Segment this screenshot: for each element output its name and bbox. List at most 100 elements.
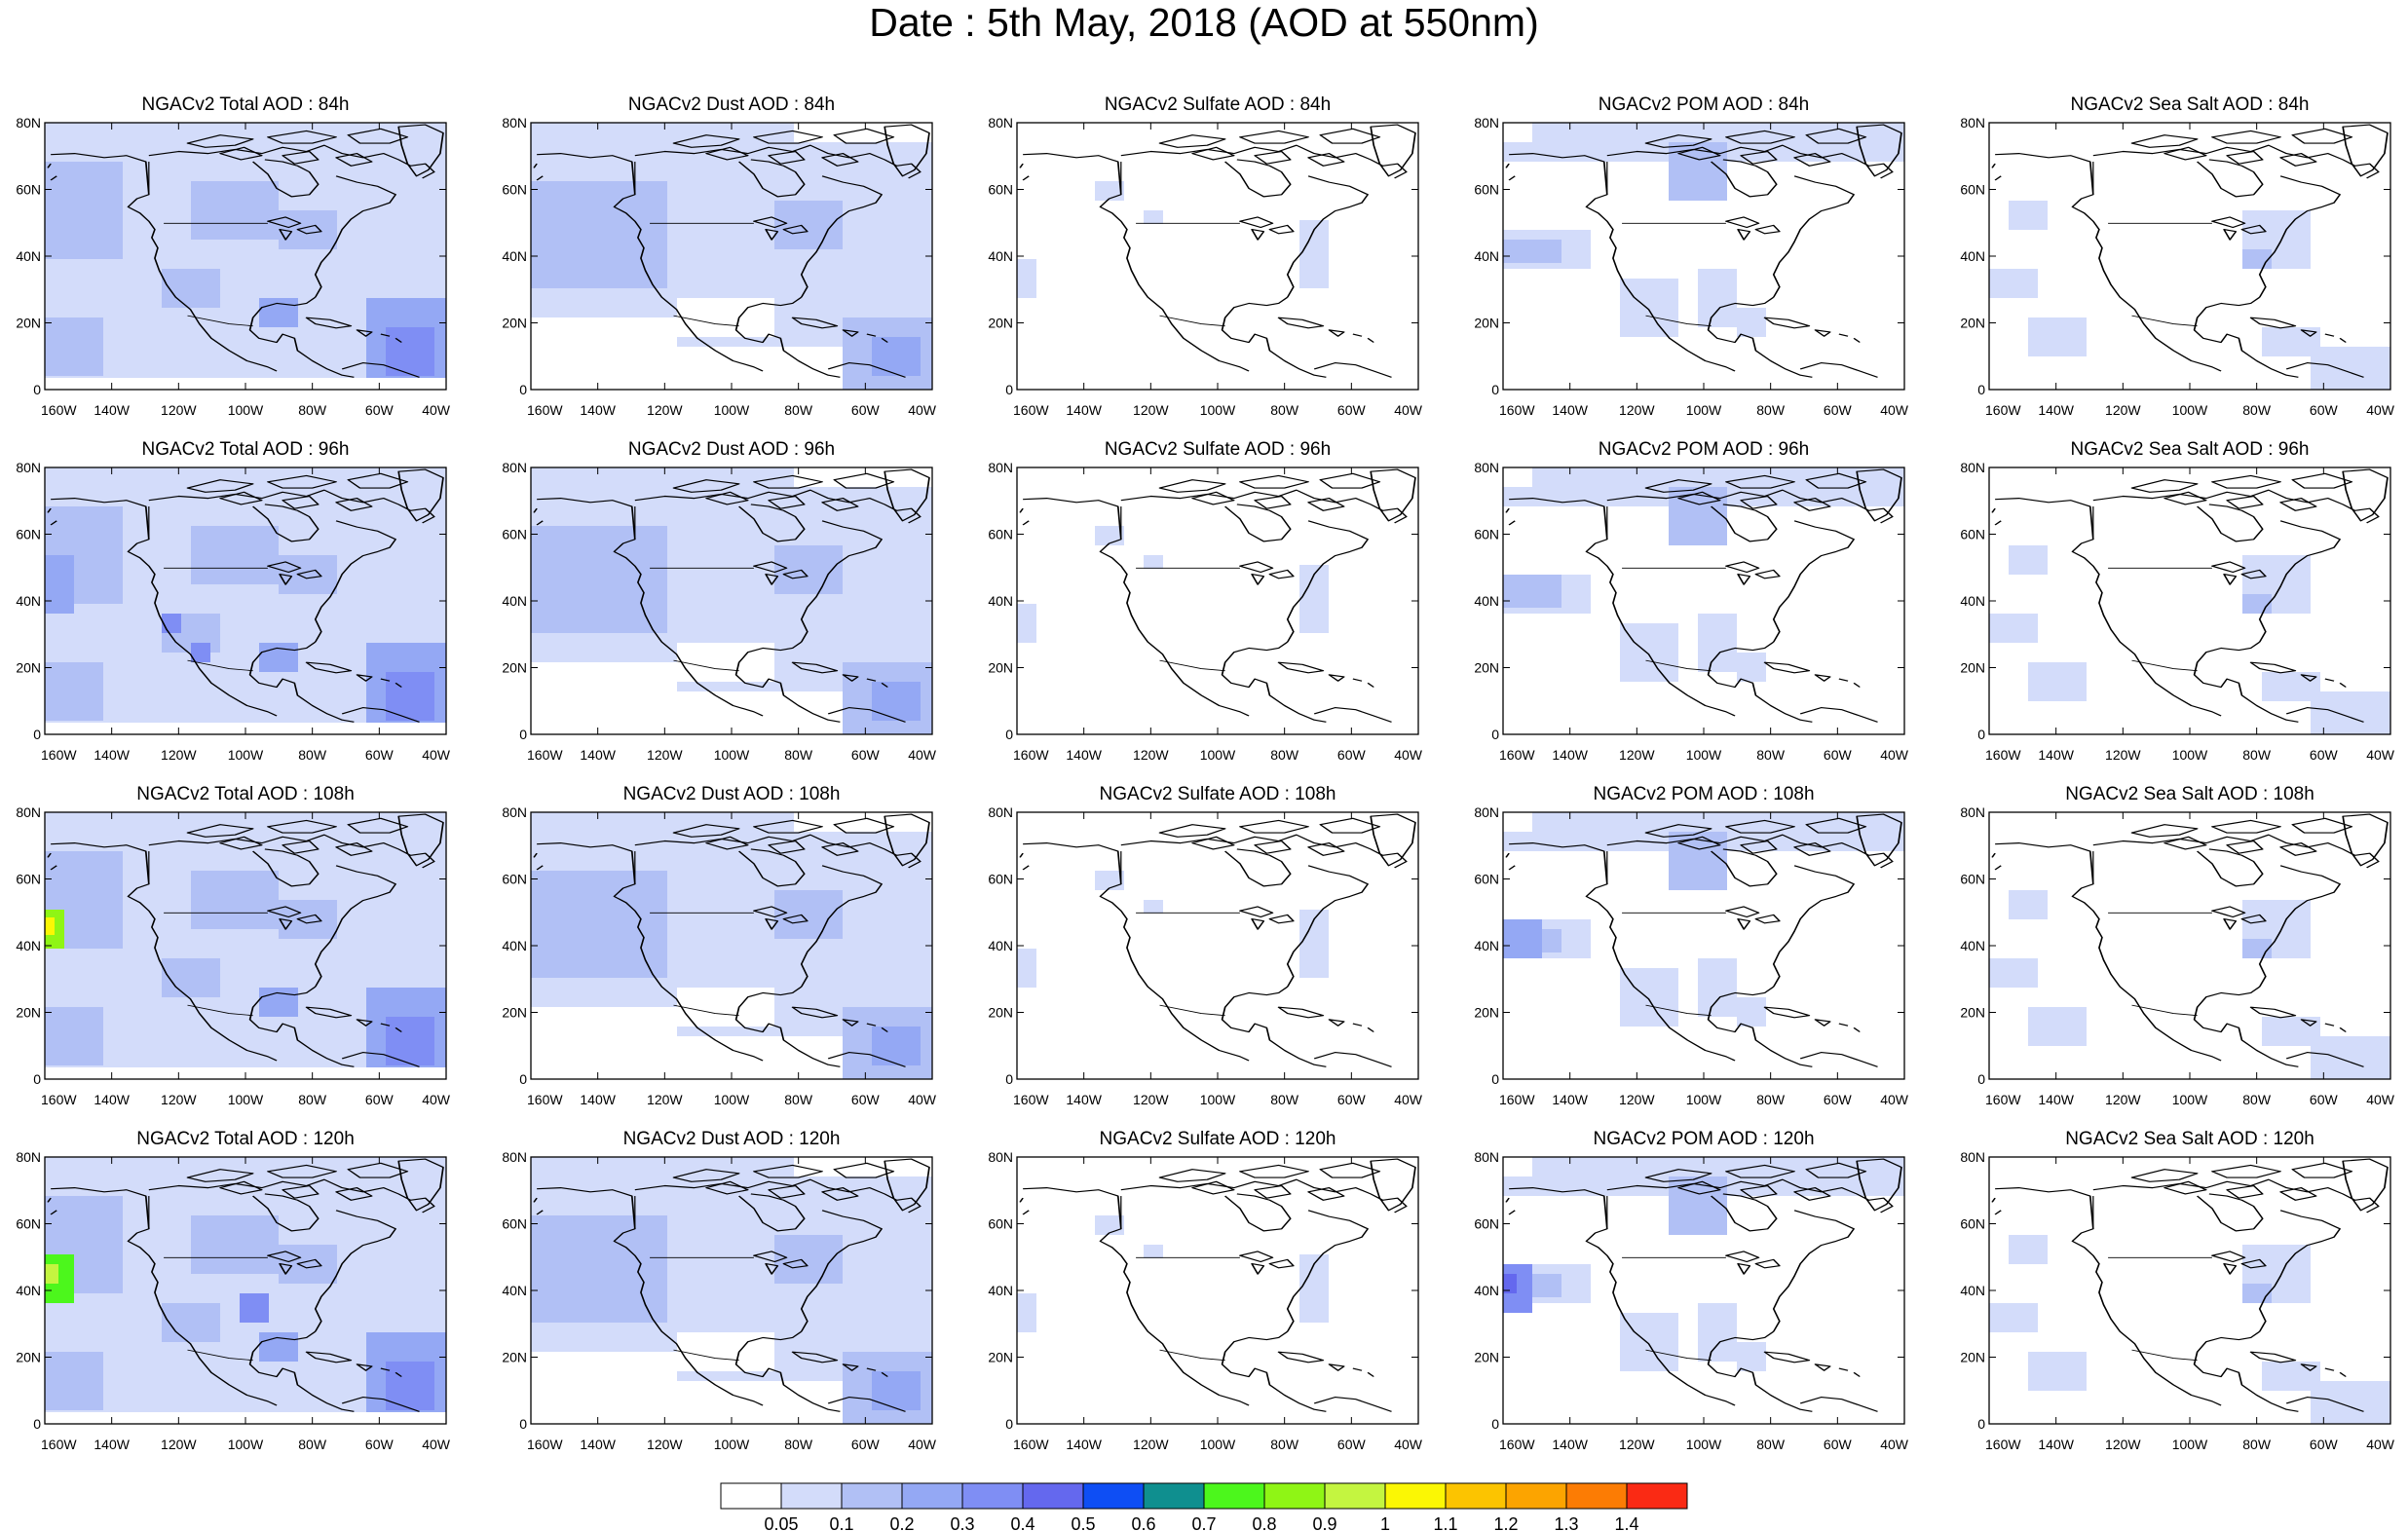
map-panel: NGACv2 Total AOD : 120h 0 20N 40N 60N 80N 160W… [16, 1129, 450, 1452]
lat-tick-label: 20N [16, 660, 41, 676]
lon-tick-label: 120W [161, 1092, 197, 1107]
aod-region [531, 662, 677, 734]
lat-tick-label: 40N [502, 1283, 527, 1298]
lon-tick-label: 120W [1619, 747, 1655, 763]
lon-tick-label: 160W [41, 1092, 77, 1107]
aod-region [2262, 1362, 2320, 1391]
panel-title: NGACv2 Total AOD : 84h [142, 94, 350, 115]
panel-title: NGACv2 Total AOD : 108h [136, 784, 355, 804]
colorbar-segment [1143, 1482, 1205, 1510]
lat-tick-label: 20N [502, 1350, 527, 1365]
aod-region [45, 662, 103, 721]
aod-region [2262, 1017, 2320, 1046]
lon-tick-label: 80W [1270, 402, 1299, 418]
aod-region [191, 1215, 279, 1274]
lat-tick-label: 40N [988, 593, 1013, 609]
lat-tick-label: 40N [988, 1283, 1013, 1298]
lon-tick-label: 60W [851, 1092, 881, 1107]
lon-tick-label: 40W [422, 747, 451, 763]
lon-tick-label: 140W [1066, 1437, 1102, 1452]
lon-tick-label: 80W [1270, 1092, 1299, 1107]
lon-tick-label: 100W [1200, 402, 1236, 418]
lat-tick-label: 0 [33, 727, 41, 742]
aod-region [589, 565, 667, 623]
colorbar-label: 0.6 [1131, 1514, 1155, 1531]
aod-region [279, 900, 337, 939]
lat-tick-label: 80N [988, 1149, 1013, 1165]
colorbar-segment [1445, 1482, 1507, 1510]
lon-tick-label: 120W [2105, 402, 2141, 418]
aod-region [45, 1264, 58, 1284]
panel-title: NGACv2 Sea Salt AOD : 108h [2065, 784, 2314, 804]
map-panel: NGACv2 Dust AOD : 108h 0 20N 40N 60N 80N 160W 1… [502, 784, 936, 1107]
lon-tick-label: 80W [1270, 747, 1299, 763]
lon-tick-label: 160W [527, 747, 563, 763]
lon-tick-label: 120W [1133, 747, 1169, 763]
lon-tick-label: 80W [298, 1437, 327, 1452]
lon-tick-label: 160W [1499, 747, 1535, 763]
colorbar: 0.05 0.1 0.2 0.3 0.4 0.5 0.6 0.7 0.8 0.9 1 1.1 1.2 1.… [720, 1482, 1688, 1531]
lat-tick-label: 0 [1005, 382, 1013, 397]
aod-region [2311, 1036, 2390, 1079]
lon-tick-label: 120W [1619, 402, 1655, 418]
lon-tick-label: 120W [1619, 1437, 1655, 1452]
panel-title: NGACv2 Sea Salt AOD : 96h [2070, 439, 2309, 460]
lat-tick-label: 80N [1960, 804, 1985, 820]
lat-tick-label: 80N [988, 115, 1013, 131]
lat-tick-label: 60N [1960, 872, 1985, 887]
map-panel: NGACv2 POM AOD : 96h 0 20N 40N 60N 80N 160W 140… [1474, 439, 1908, 763]
lat-tick-label: 40N [16, 938, 41, 953]
aod-region [589, 1254, 667, 1313]
lon-tick-label: 120W [2105, 747, 2141, 763]
colorbar-segment [1384, 1482, 1447, 1510]
lat-tick-label: 60N [502, 1216, 527, 1232]
lon-tick-label: 140W [2038, 747, 2074, 763]
lon-tick-label: 60W [1337, 402, 1367, 418]
lon-tick-label: 160W [1985, 402, 2021, 418]
lon-tick-label: 100W [228, 1092, 264, 1107]
panel-title: NGACv2 Sea Salt AOD : 120h [2065, 1129, 2314, 1149]
lon-tick-label: 40W [422, 1092, 451, 1107]
aod-region [259, 1332, 298, 1362]
lon-tick-label: 40W [1394, 402, 1423, 418]
aod-region [2009, 545, 2048, 575]
lon-tick-label: 120W [2105, 1437, 2141, 1452]
lon-tick-label: 140W [1552, 1092, 1588, 1107]
aod-region [531, 1352, 677, 1424]
lon-tick-label: 40W [2366, 402, 2395, 418]
lat-tick-label: 80N [988, 460, 1013, 475]
lat-tick-label: 60N [16, 1216, 41, 1232]
lat-tick-label: 20N [502, 1005, 527, 1021]
lat-tick-label: 80N [16, 804, 41, 820]
lon-tick-label: 40W [908, 1437, 937, 1452]
lon-tick-label: 80W [784, 1437, 813, 1452]
aod-region [1144, 210, 1163, 224]
aod-region [2242, 939, 2272, 958]
lon-tick-label: 100W [2172, 747, 2208, 763]
aod-region [794, 467, 932, 487]
lon-tick-label: 60W [365, 1437, 395, 1452]
lat-tick-label: 60N [16, 527, 41, 542]
lat-tick-label: 60N [1960, 1216, 1985, 1232]
lat-tick-label: 20N [988, 1005, 1013, 1021]
lon-tick-label: 40W [2366, 1092, 2395, 1107]
aod-region [1737, 308, 1766, 337]
lon-tick-label: 100W [1686, 402, 1722, 418]
aod-region [259, 988, 298, 1017]
aod-region [1503, 123, 1532, 142]
aod-region [794, 123, 932, 142]
map-panel: NGACv2 Sulfate AOD : 84h 0 20N 40N 60N 80N 160… [988, 94, 1422, 418]
lon-tick-label: 60W [1337, 1437, 1367, 1452]
aod-region [1737, 997, 1766, 1027]
lon-tick-label: 100W [1200, 747, 1236, 763]
aod-region [1503, 467, 1532, 487]
lon-tick-label: 140W [580, 1437, 616, 1452]
aod-region [1144, 900, 1163, 914]
panel-title: NGACv2 Sulfate AOD : 96h [1105, 439, 1331, 460]
aod-region [1017, 604, 1036, 643]
aod-region [1698, 269, 1737, 327]
aod-region [162, 614, 181, 633]
lon-tick-label: 60W [851, 1437, 881, 1452]
lat-tick-label: 40N [502, 248, 527, 264]
map-panel: NGACv2 Total AOD : 84h 0 20N 40N 60N 80N 160W 1… [16, 94, 450, 418]
